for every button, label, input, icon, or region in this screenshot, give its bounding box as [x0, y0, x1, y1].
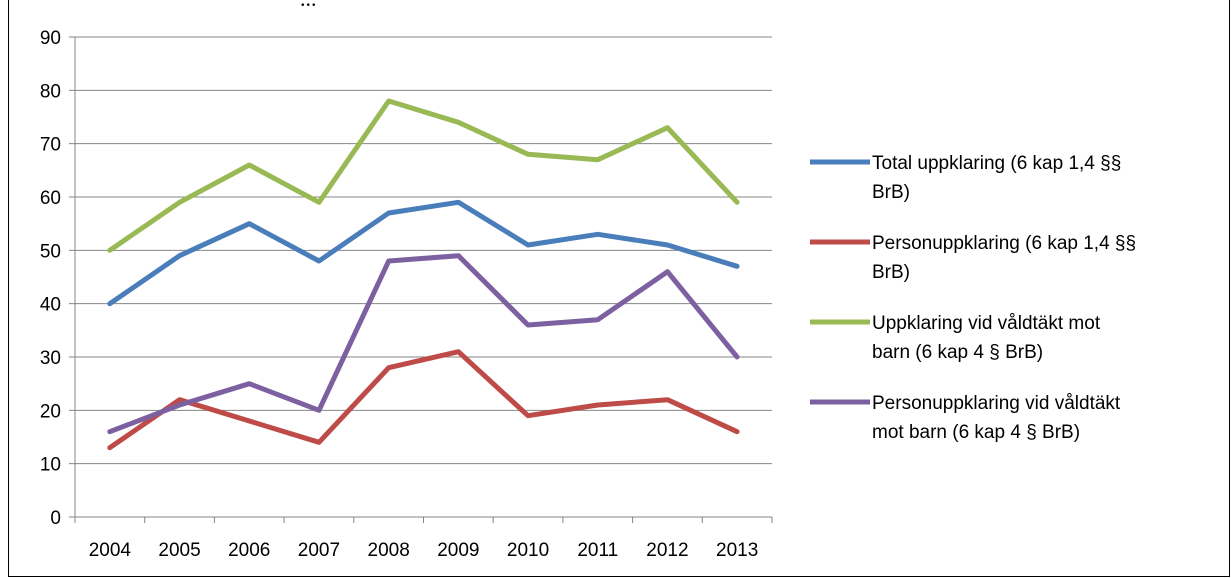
series-lines [107, 98, 740, 451]
x-tick-label: 2013 [716, 540, 758, 561]
y-tick-label: 80 [40, 81, 61, 102]
y-tick-label: 40 [40, 295, 61, 316]
y-tick-label: 0 [50, 508, 61, 529]
x-tick-label: 2004 [89, 540, 132, 561]
x-tick-label: 2009 [437, 540, 479, 561]
chart-frame [8, 0, 1230, 577]
legend-label-2: Personuppklaring (6 kap 1,4 §§ BrB) [872, 233, 1136, 283]
y-tick-label: 30 [40, 348, 61, 369]
series-line-4 [107, 253, 740, 435]
x-tick-label: 2012 [646, 540, 688, 561]
series-line-3 [107, 98, 740, 253]
y-tick-label: 90 [40, 28, 61, 49]
y-tick-label: 60 [40, 188, 61, 209]
y-tick-label: 70 [40, 135, 61, 156]
series-line-2 [107, 349, 740, 451]
x-tick-label: 2010 [507, 540, 549, 561]
series-line-1 [107, 199, 740, 307]
axes [69, 36, 773, 523]
legend: Total uppklaring (6 kap 1,4 §§ BrB) Person… [810, 153, 1136, 443]
y-tick-label: 20 [40, 401, 61, 422]
legend-label-1: Total uppklaring (6 kap 1,4 §§ BrB) [872, 153, 1121, 203]
x-tick-label: 2008 [368, 540, 410, 561]
x-tick-label: 2011 [577, 540, 618, 561]
y-tick-label: 50 [40, 241, 61, 262]
legend-label-3: Uppklaring vid våldtäkt mot barn (6 kap 4… [872, 313, 1101, 363]
y-tick-label: 10 [40, 455, 61, 476]
top-caption: ... [300, 0, 317, 12]
y-tick-labels: 0 10 20 30 40 50 60 70 80 90 [40, 28, 61, 529]
x-tick-label: 2005 [158, 540, 200, 561]
x-tick-labels: 2004 2005 2006 2007 2008 2009 2010 2011 2012 2013 [89, 540, 759, 561]
legend-label-4: Personuppklaring vid våldtäkt mot barn (6… [872, 393, 1121, 443]
x-tick-label: 2007 [298, 540, 340, 561]
x-tick-label: 2006 [228, 540, 270, 561]
